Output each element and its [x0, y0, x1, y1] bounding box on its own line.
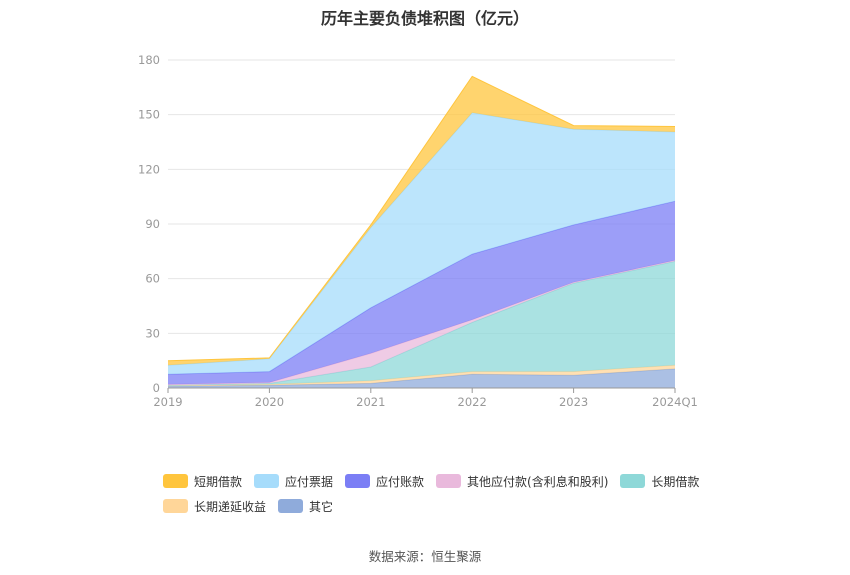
legend-label: 长期递延收益 — [194, 499, 267, 514]
line-series-6 — [167, 75, 676, 362]
x-tick-label: 2022 — [458, 395, 487, 409]
y-tick-label: 120 — [138, 162, 160, 176]
legend-label: 其他应付款(含利息和股利) — [467, 474, 609, 489]
legend-label: 长期借款 — [651, 474, 700, 489]
y-tick-label: 30 — [145, 326, 160, 340]
axes: 0 30 60 90 120 150 180 2019 2020 2021 2022 2023 2024… — [138, 53, 698, 409]
x-tick-label: 2023 — [559, 395, 588, 409]
legend-label: 其它 — [309, 499, 334, 514]
y-tick-label: 150 — [138, 108, 160, 122]
y-tick-label: 0 — [153, 381, 160, 395]
legend-swatch — [163, 499, 188, 513]
legend: 短期借款 应付票据 应付账款 其他应付款(含利息和股利) 长期借款长期递延收益 其它 — [163, 472, 723, 515]
legend-item[interactable]: 其它 — [278, 497, 333, 515]
source-note: 数据来源：恒生聚源 — [368, 549, 482, 564]
area-series — [167, 75, 676, 388]
x-tick-label: 2020 — [255, 395, 284, 409]
legend-label: 应付票据 — [285, 474, 334, 489]
y-tick-label: 90 — [145, 217, 160, 231]
legend-swatch — [436, 474, 462, 488]
y-tick-label: 180 — [138, 53, 160, 67]
area-series-5 — [168, 112, 675, 375]
legend-item[interactable]: 短期借款 — [163, 472, 242, 490]
legend-item[interactable]: 其他应付款(含利息和股利) — [436, 472, 608, 490]
x-tick-label: 2024Q1 — [652, 395, 698, 409]
legend-swatch — [254, 474, 280, 488]
legend-swatch — [345, 474, 371, 488]
legend-swatch — [278, 499, 304, 513]
x-tick-label: 2021 — [356, 395, 385, 409]
legend-item[interactable]: 长期递延收益 — [163, 497, 266, 515]
legend-label: 短期借款 — [194, 474, 243, 489]
legend-label: 应付账款 — [376, 474, 425, 489]
y-tick-label: 60 — [145, 272, 160, 286]
legend-item[interactable]: 应付票据 — [254, 472, 333, 490]
line-series-2 — [167, 260, 676, 386]
legend-item[interactable]: 长期借款 — [620, 472, 699, 490]
area-series-4 — [168, 201, 675, 385]
chart-title: 历年主要负债堆积图（亿元） — [320, 9, 529, 28]
legend-swatch — [620, 474, 646, 488]
legend-swatch — [163, 474, 188, 488]
legend-item[interactable]: 应付账款 — [345, 472, 424, 490]
x-tick-label: 2019 — [153, 395, 182, 409]
area-series-0 — [168, 368, 675, 388]
area-series-2 — [168, 261, 675, 386]
